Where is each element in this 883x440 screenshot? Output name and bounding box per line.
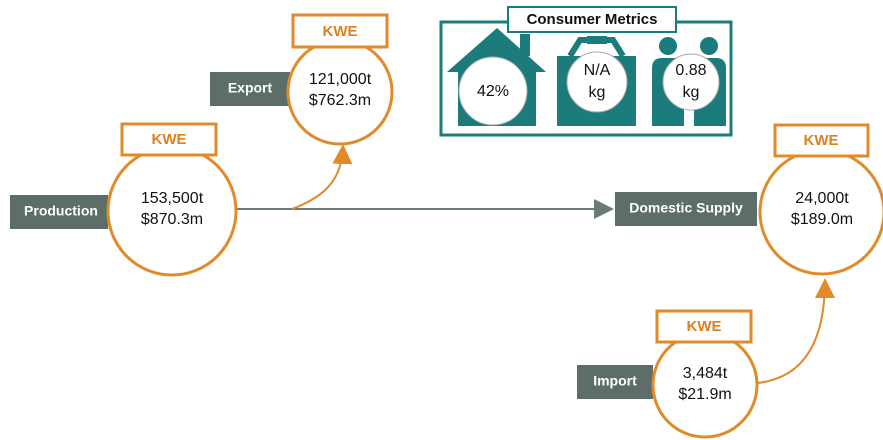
label-box — [577, 365, 653, 399]
tag-box — [120, 122, 218, 157]
metric-value: 42% — [477, 83, 509, 100]
metric-value: 0.88 — [675, 62, 706, 79]
node-label: Production — [24, 203, 98, 219]
node-value: $21.9m — [678, 386, 731, 403]
tag: KWE — [152, 131, 187, 148]
metric-unit: kg — [683, 84, 700, 101]
node-value: 153,500t — [141, 190, 204, 207]
chimney — [520, 34, 530, 56]
node-label: Domestic Supply — [629, 200, 743, 216]
tag: KWE — [804, 132, 839, 149]
metric-circle — [662, 53, 720, 111]
label-box — [210, 72, 290, 106]
node-value: $189.0m — [791, 211, 853, 228]
node-value: 24,000t — [795, 190, 849, 207]
metrics-title-box — [507, 6, 677, 33]
metric-value: N/A — [584, 62, 611, 79]
tag: KWE — [687, 318, 722, 335]
metric-circle — [566, 51, 628, 113]
bag-clasp — [587, 36, 607, 44]
metrics-title: Consumer Metrics — [527, 11, 658, 28]
tag-box — [291, 13, 389, 49]
tag-box — [773, 123, 870, 158]
node-label: Export — [228, 80, 273, 96]
node-value: 3,484t — [683, 365, 728, 382]
node-circle — [651, 331, 759, 439]
node-value: $762.3m — [309, 92, 371, 109]
tag-box — [655, 309, 753, 344]
person-head — [659, 37, 677, 55]
person-head — [700, 37, 718, 55]
flow-arrow — [291, 144, 353, 210]
metric-circle — [458, 56, 528, 126]
flow-arrow — [756, 278, 835, 384]
label-box — [10, 195, 108, 229]
node-value: 121,000t — [309, 71, 372, 88]
metric-unit: kg — [589, 84, 606, 101]
tag: KWE — [323, 23, 358, 40]
node-value: $870.3m — [141, 211, 203, 228]
label-box — [615, 192, 757, 226]
node-label: Import — [593, 373, 637, 389]
